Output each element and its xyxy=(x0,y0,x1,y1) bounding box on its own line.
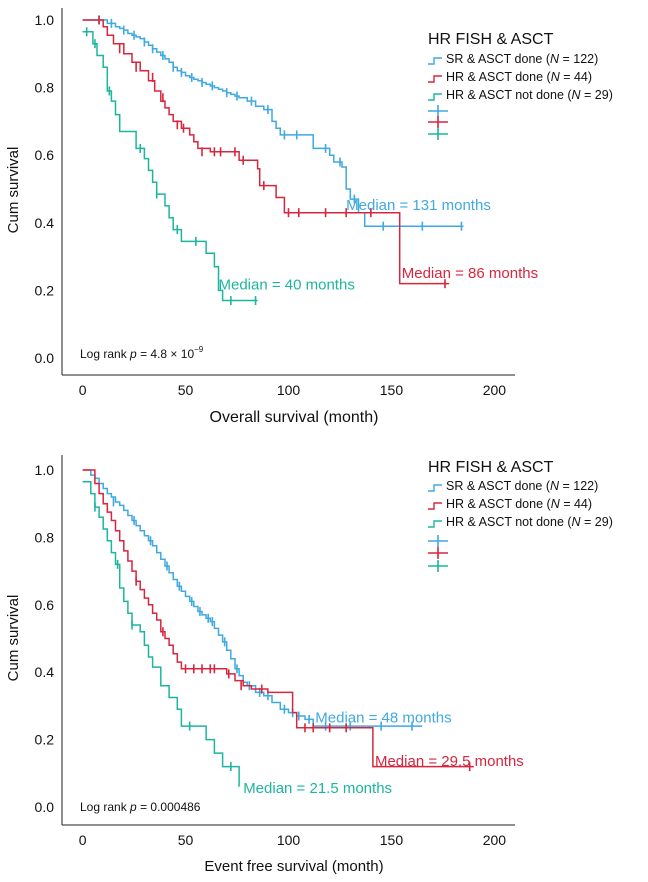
x-tick-label: 150 xyxy=(380,382,404,398)
legend-swatch xyxy=(428,57,442,65)
x-tick-label: 50 xyxy=(178,832,194,848)
y-tick-label: 0.2 xyxy=(35,282,55,298)
survival-curve xyxy=(82,481,240,787)
x-tick-label: 0 xyxy=(79,832,87,848)
legend-entry-label: SR & ASCT done (N = 122) xyxy=(446,52,598,66)
legend-swatch xyxy=(428,484,442,492)
legend: HR FISH & ASCT SR & ASCT done (N = 122) … xyxy=(428,31,613,140)
median-label: Median = 29.5 months xyxy=(375,753,524,770)
survival-curve xyxy=(82,19,450,285)
legend-entry: HR & ASCT not done (N = 29) xyxy=(428,515,613,529)
survival-curve xyxy=(82,469,474,768)
legend-entry: HR & ASCT not done (N = 29) xyxy=(428,88,613,102)
x-tick-label: 150 xyxy=(380,832,404,848)
legend-entry-label: SR & ASCT done (N = 122) xyxy=(446,479,598,493)
x-tick-label: 0 xyxy=(79,382,87,398)
x-tick-label: 50 xyxy=(178,382,194,398)
y-tick-labels: 0.0 0.2 0.4 0.6 0.8 1.0 xyxy=(35,12,55,366)
y-tick-label: 0.8 xyxy=(35,529,55,545)
x-tick-labels: 0 50 100 150 200 xyxy=(79,832,507,848)
y-tick-label: 1.0 xyxy=(35,12,55,28)
survival-curve xyxy=(82,31,258,302)
legend-entry-label: HR & ASCT done (N = 44) xyxy=(446,70,592,84)
x-tick-labels: 0 50 100 150 200 xyxy=(79,382,507,398)
y-axis-label: Cum survival xyxy=(5,147,22,234)
x-tick-label: 100 xyxy=(277,832,301,848)
legend-entry: HR & ASCT done (N = 44) xyxy=(428,497,592,511)
x-axis-label: Event free survival (month) xyxy=(204,858,383,875)
median-label: Median = 21.5 months xyxy=(243,780,392,797)
legend-swatch xyxy=(428,75,442,83)
legend-swatch xyxy=(428,520,442,528)
legend-entry-label: HR & ASCT done (N = 44) xyxy=(446,497,592,511)
y-axis-label: Cum survival xyxy=(5,595,22,682)
legend-censor-marker xyxy=(428,560,448,572)
x-tick-label: 100 xyxy=(277,382,301,398)
y-tick-label: 0.8 xyxy=(35,80,55,96)
log-rank-annotation: Log rank p = 0.000486 xyxy=(80,800,201,814)
y-tick-label: 0.0 xyxy=(35,799,55,815)
x-axis-label: Overall survival (month) xyxy=(210,409,379,426)
survival-curve xyxy=(82,469,423,727)
y-tick-label: 1.0 xyxy=(35,462,55,478)
legend-title: HR FISH & ASCT xyxy=(428,459,554,476)
legend-censor-marker xyxy=(428,547,448,559)
legend-swatch xyxy=(428,502,442,510)
median-label: Median = 48 months xyxy=(315,710,451,727)
median-label: Median = 40 months xyxy=(218,277,354,294)
y-tick-label: 0.6 xyxy=(35,597,55,613)
survival-curve xyxy=(82,19,464,227)
legend-entry: SR & ASCT done (N = 122) xyxy=(428,479,598,493)
plot-area: Median = 131 months Median = 86 months Med… xyxy=(82,15,538,306)
legend-entry-label: HR & ASCT not done (N = 29) xyxy=(446,88,613,102)
legend-entry: SR & ASCT done (N = 122) xyxy=(428,52,598,66)
legend-censor-marker xyxy=(428,535,448,547)
y-tick-label: 0.6 xyxy=(35,147,55,163)
x-tick-label: 200 xyxy=(483,832,507,848)
y-tick-label: 0.4 xyxy=(35,215,55,231)
y-tick-label: 0.2 xyxy=(35,732,55,748)
x-tick-label: 200 xyxy=(483,382,507,398)
y-tick-label: 0.0 xyxy=(35,350,55,366)
legend-title: HR FISH & ASCT xyxy=(428,31,554,48)
median-label: Median = 86 months xyxy=(402,265,538,282)
log-rank-annotation: Log rank p = 4.8 × 10−9 xyxy=(80,345,204,361)
legend-entry-label: HR & ASCT not done (N = 29) xyxy=(446,515,613,529)
legend-swatch xyxy=(428,93,442,101)
legend-censor-marker xyxy=(428,116,448,128)
legend-censor-marker xyxy=(428,128,448,140)
overall-survival-chart: 0.0 0.2 0.4 0.6 0.8 1.0 0 50 100 150 200 Overall … xyxy=(5,8,613,426)
legend-entry: HR & ASCT done (N = 44) xyxy=(428,70,592,84)
plot-area: Median = 48 months Median = 29.5 months Me… xyxy=(82,469,524,797)
legend: HR FISH & ASCT SR & ASCT done (N = 122) … xyxy=(428,459,613,572)
median-label: Median = 131 months xyxy=(346,197,491,214)
legend-censor-marker xyxy=(428,105,448,117)
event-free-survival-chart: 0.0 0.2 0.4 0.6 0.8 1.0 0 50 100 150 200 Event fr… xyxy=(5,455,613,875)
y-tick-labels: 0.0 0.2 0.4 0.6 0.8 1.0 xyxy=(35,462,55,815)
y-tick-label: 0.4 xyxy=(35,664,55,680)
